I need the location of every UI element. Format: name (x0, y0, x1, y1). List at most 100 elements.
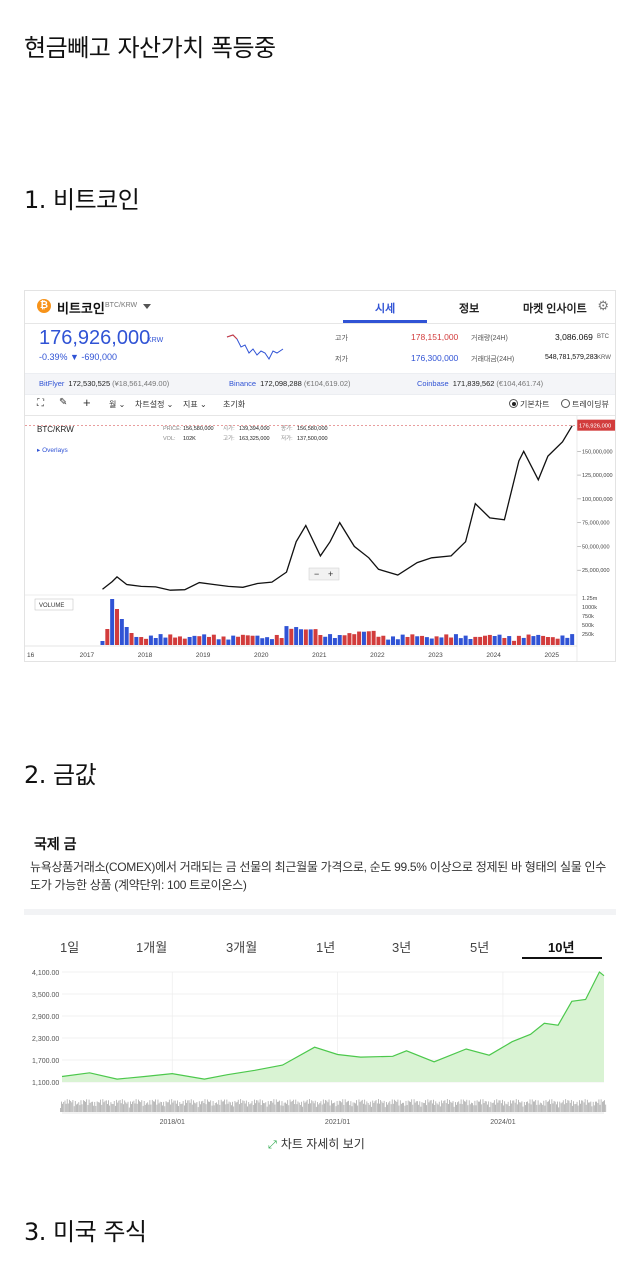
volume-bar (497, 634, 502, 645)
volume-bar (507, 1101, 509, 1112)
volume-bar (438, 1101, 440, 1112)
exchange-coinbase: Coinbase 171,839,562 (€104,461.74) (417, 379, 544, 388)
volume-bar (531, 636, 536, 645)
volume-bar (129, 1101, 131, 1112)
y-tick-label: 3,500.00 (32, 992, 59, 999)
volume-bar (529, 1099, 531, 1112)
volume-bar (135, 1099, 137, 1112)
radio-selected-icon (509, 399, 518, 408)
volume-bar (399, 1100, 401, 1112)
volume-bar (110, 1102, 112, 1112)
zoom-controls (308, 567, 340, 581)
tab-info[interactable]: 정보 (459, 303, 480, 315)
crosshair-icon[interactable]: + (83, 395, 91, 410)
tab-10y[interactable]: 10년 (548, 940, 575, 955)
volume-bar (380, 1100, 382, 1112)
chart-settings-button[interactable]: 차트설정 ⌄ (135, 400, 174, 409)
tab-market-insight[interactable]: 마켓 인사이트 (523, 303, 587, 315)
volume-bar (123, 1104, 124, 1112)
volume-bar (139, 637, 144, 645)
volume-bar (155, 1099, 156, 1112)
volume-bar (550, 1104, 551, 1112)
volume-bar (133, 1100, 135, 1112)
volume-bar (350, 1101, 352, 1112)
gear-icon[interactable]: ⚙ (597, 298, 609, 313)
volume-bar (391, 1099, 393, 1112)
tab-3y[interactable]: 3년 (392, 940, 412, 955)
volume-bar (74, 1100, 76, 1112)
amount-value: 548,781,579,283 (545, 354, 598, 361)
volume-bar (143, 1100, 145, 1112)
volume-bar (119, 619, 124, 645)
volume-bar (262, 1100, 263, 1112)
volume-bar (504, 1101, 506, 1112)
pencil-icon[interactable]: ✎ (59, 397, 68, 408)
volume-bar (444, 1100, 446, 1112)
tab-5y[interactable]: 5년 (470, 940, 490, 955)
volume-bar (144, 638, 149, 645)
volume-bar (72, 1100, 74, 1112)
volume-bar (413, 1099, 415, 1112)
volume-bar (570, 634, 575, 645)
volume-bar (63, 1101, 65, 1112)
volume-bar (268, 1104, 270, 1112)
tab-1d[interactable]: 1일 (60, 940, 80, 955)
chevron-down-icon[interactable] (143, 304, 151, 309)
volume-bar (416, 1101, 418, 1112)
volume-bar (177, 1100, 178, 1112)
volume-bar (179, 1102, 181, 1112)
reset-button[interactable]: 초기화 (223, 400, 246, 409)
volume-bar (180, 1104, 182, 1112)
current-price-tag-label: 176,926,000 (579, 424, 611, 430)
volume-bar (134, 1103, 136, 1112)
volume-bar (415, 1101, 417, 1112)
volume-bar (299, 629, 303, 645)
volume-bar (251, 1101, 253, 1112)
volume-bar (218, 1100, 220, 1112)
volume-bar (189, 1102, 191, 1112)
volume-bar (185, 1099, 186, 1112)
amount-label: 거래대금(24H) (471, 356, 515, 363)
fullscreen-icon[interactable]: ⛶ (37, 398, 44, 409)
volume-bar (512, 640, 517, 645)
chart-detail-link[interactable]: ⤢ 차트 자세히 보기 (268, 1137, 365, 1151)
volume-bar (69, 1099, 70, 1112)
tab-1y[interactable]: 1년 (316, 940, 336, 955)
volume-bar (334, 1102, 336, 1112)
indicator-button[interactable]: 지표 ⌄ (183, 400, 207, 409)
volume-bar (132, 1101, 133, 1112)
volume-bar (178, 1105, 179, 1112)
basic-chart-radio[interactable]: 기본차트 (509, 399, 549, 410)
coin-name: 비트코인 (57, 301, 105, 316)
tab-quote[interactable]: 시세 (375, 303, 396, 315)
volume-bar (543, 1100, 545, 1112)
volume-bar (469, 1104, 471, 1112)
volume-bar (492, 636, 497, 645)
tab-1m[interactable]: 1개월 (136, 940, 168, 955)
volume-bar (463, 635, 468, 645)
volume-bar (190, 1099, 192, 1112)
tradingview-radio[interactable]: 트레이딩뷰 (561, 399, 609, 410)
tab-3m[interactable]: 3개월 (226, 940, 258, 955)
volume-bar (546, 1101, 548, 1112)
volume-bar (298, 1102, 300, 1112)
volume-bar (134, 636, 139, 645)
volume-bar (311, 1100, 313, 1112)
volume-bar (94, 1101, 96, 1112)
volume-bar (388, 1102, 390, 1112)
volume-bar (276, 1101, 278, 1112)
volume-bar (359, 1102, 361, 1112)
volume-bar (375, 1100, 377, 1112)
x-tick-label: 2018/01 (160, 1119, 185, 1126)
volume-tick-label: 250k (582, 632, 594, 638)
volume-bar (419, 1101, 421, 1112)
widget-header: ₿ 비트코인 BTC/KRW 시세 정보 마켓 인사이트 ⚙ (25, 291, 615, 324)
ohlc-value: PRICE: (163, 426, 182, 432)
volume-bar (549, 1099, 550, 1112)
volume-bar (418, 1104, 420, 1112)
period-select[interactable]: 월 ⌄ (109, 400, 126, 409)
volume-bar (455, 1102, 456, 1112)
volume-bar (140, 1102, 142, 1112)
volume-bar (569, 1102, 571, 1112)
volume-bar (323, 636, 328, 645)
